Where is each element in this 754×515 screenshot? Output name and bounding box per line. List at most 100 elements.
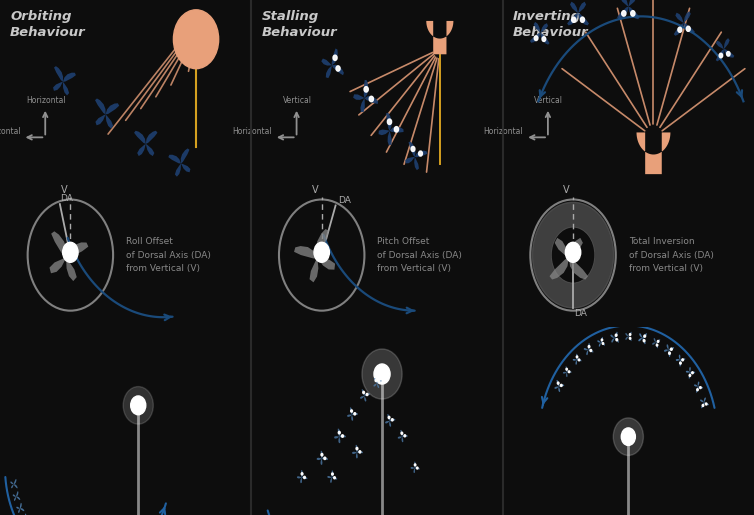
Circle shape xyxy=(391,419,393,421)
Circle shape xyxy=(342,435,344,437)
Circle shape xyxy=(321,454,323,456)
Polygon shape xyxy=(390,127,403,132)
Circle shape xyxy=(566,368,568,370)
Polygon shape xyxy=(696,387,698,393)
Polygon shape xyxy=(327,476,332,478)
Polygon shape xyxy=(390,419,395,421)
Polygon shape xyxy=(137,144,146,156)
Polygon shape xyxy=(620,0,628,7)
Polygon shape xyxy=(642,333,647,338)
Polygon shape xyxy=(388,131,392,146)
Circle shape xyxy=(602,342,604,345)
Circle shape xyxy=(314,242,329,262)
Polygon shape xyxy=(664,349,669,352)
Polygon shape xyxy=(676,13,684,23)
Polygon shape xyxy=(332,65,344,75)
Text: Vertical: Vertical xyxy=(534,96,563,105)
Polygon shape xyxy=(385,421,390,423)
Circle shape xyxy=(130,396,146,415)
Polygon shape xyxy=(339,437,340,443)
Polygon shape xyxy=(689,367,691,372)
Polygon shape xyxy=(14,484,17,489)
Circle shape xyxy=(388,119,391,125)
Polygon shape xyxy=(556,380,559,387)
Polygon shape xyxy=(680,358,685,361)
Polygon shape xyxy=(558,387,560,392)
Polygon shape xyxy=(374,378,377,383)
Polygon shape xyxy=(587,350,588,355)
Polygon shape xyxy=(577,359,581,362)
Polygon shape xyxy=(400,430,403,437)
Circle shape xyxy=(411,146,415,151)
Polygon shape xyxy=(352,452,357,454)
Polygon shape xyxy=(610,334,615,338)
Polygon shape xyxy=(566,366,568,372)
Polygon shape xyxy=(569,258,588,280)
Polygon shape xyxy=(656,342,658,348)
Polygon shape xyxy=(181,164,191,173)
Circle shape xyxy=(615,334,617,336)
Circle shape xyxy=(679,362,682,364)
Polygon shape xyxy=(628,336,632,341)
Polygon shape xyxy=(578,2,586,13)
Text: Inverting
Behaviour: Inverting Behaviour xyxy=(513,10,588,39)
Polygon shape xyxy=(550,258,569,280)
Circle shape xyxy=(644,335,645,337)
Polygon shape xyxy=(66,258,77,281)
Circle shape xyxy=(576,356,578,358)
Polygon shape xyxy=(326,65,332,78)
Circle shape xyxy=(727,52,730,56)
Polygon shape xyxy=(697,382,700,387)
Polygon shape xyxy=(14,479,17,484)
Polygon shape xyxy=(567,13,578,25)
Polygon shape xyxy=(351,415,353,421)
Polygon shape xyxy=(301,470,303,477)
Circle shape xyxy=(404,435,406,437)
Polygon shape xyxy=(701,402,704,408)
Polygon shape xyxy=(362,389,365,396)
Polygon shape xyxy=(168,154,181,164)
Polygon shape xyxy=(338,428,340,437)
Text: DA: DA xyxy=(575,309,587,318)
Polygon shape xyxy=(379,130,390,135)
Circle shape xyxy=(581,17,584,22)
Circle shape xyxy=(364,87,368,92)
Circle shape xyxy=(682,359,683,361)
Polygon shape xyxy=(356,452,357,458)
Polygon shape xyxy=(679,355,680,360)
Polygon shape xyxy=(625,336,628,340)
Polygon shape xyxy=(146,131,158,144)
Circle shape xyxy=(689,374,691,376)
Circle shape xyxy=(613,418,643,455)
Circle shape xyxy=(369,96,373,102)
Polygon shape xyxy=(14,496,16,501)
Polygon shape xyxy=(320,459,323,465)
Polygon shape xyxy=(704,397,706,402)
Polygon shape xyxy=(599,342,601,347)
Polygon shape xyxy=(716,41,724,49)
Polygon shape xyxy=(297,476,302,478)
Polygon shape xyxy=(51,231,66,258)
Circle shape xyxy=(333,55,337,60)
Circle shape xyxy=(590,350,592,352)
Polygon shape xyxy=(690,372,695,374)
Circle shape xyxy=(351,410,352,412)
Polygon shape xyxy=(704,402,709,405)
Polygon shape xyxy=(554,386,559,389)
Polygon shape xyxy=(426,21,453,54)
Polygon shape xyxy=(716,49,724,61)
Polygon shape xyxy=(652,342,656,345)
Polygon shape xyxy=(11,482,14,484)
Polygon shape xyxy=(414,157,419,170)
Circle shape xyxy=(601,339,602,341)
Polygon shape xyxy=(411,467,415,469)
Polygon shape xyxy=(669,347,674,351)
Circle shape xyxy=(700,387,701,389)
Polygon shape xyxy=(106,114,113,129)
Polygon shape xyxy=(569,238,583,258)
Circle shape xyxy=(332,473,333,475)
Polygon shape xyxy=(389,421,391,427)
Polygon shape xyxy=(377,380,382,383)
Circle shape xyxy=(572,17,576,22)
Polygon shape xyxy=(330,477,332,483)
